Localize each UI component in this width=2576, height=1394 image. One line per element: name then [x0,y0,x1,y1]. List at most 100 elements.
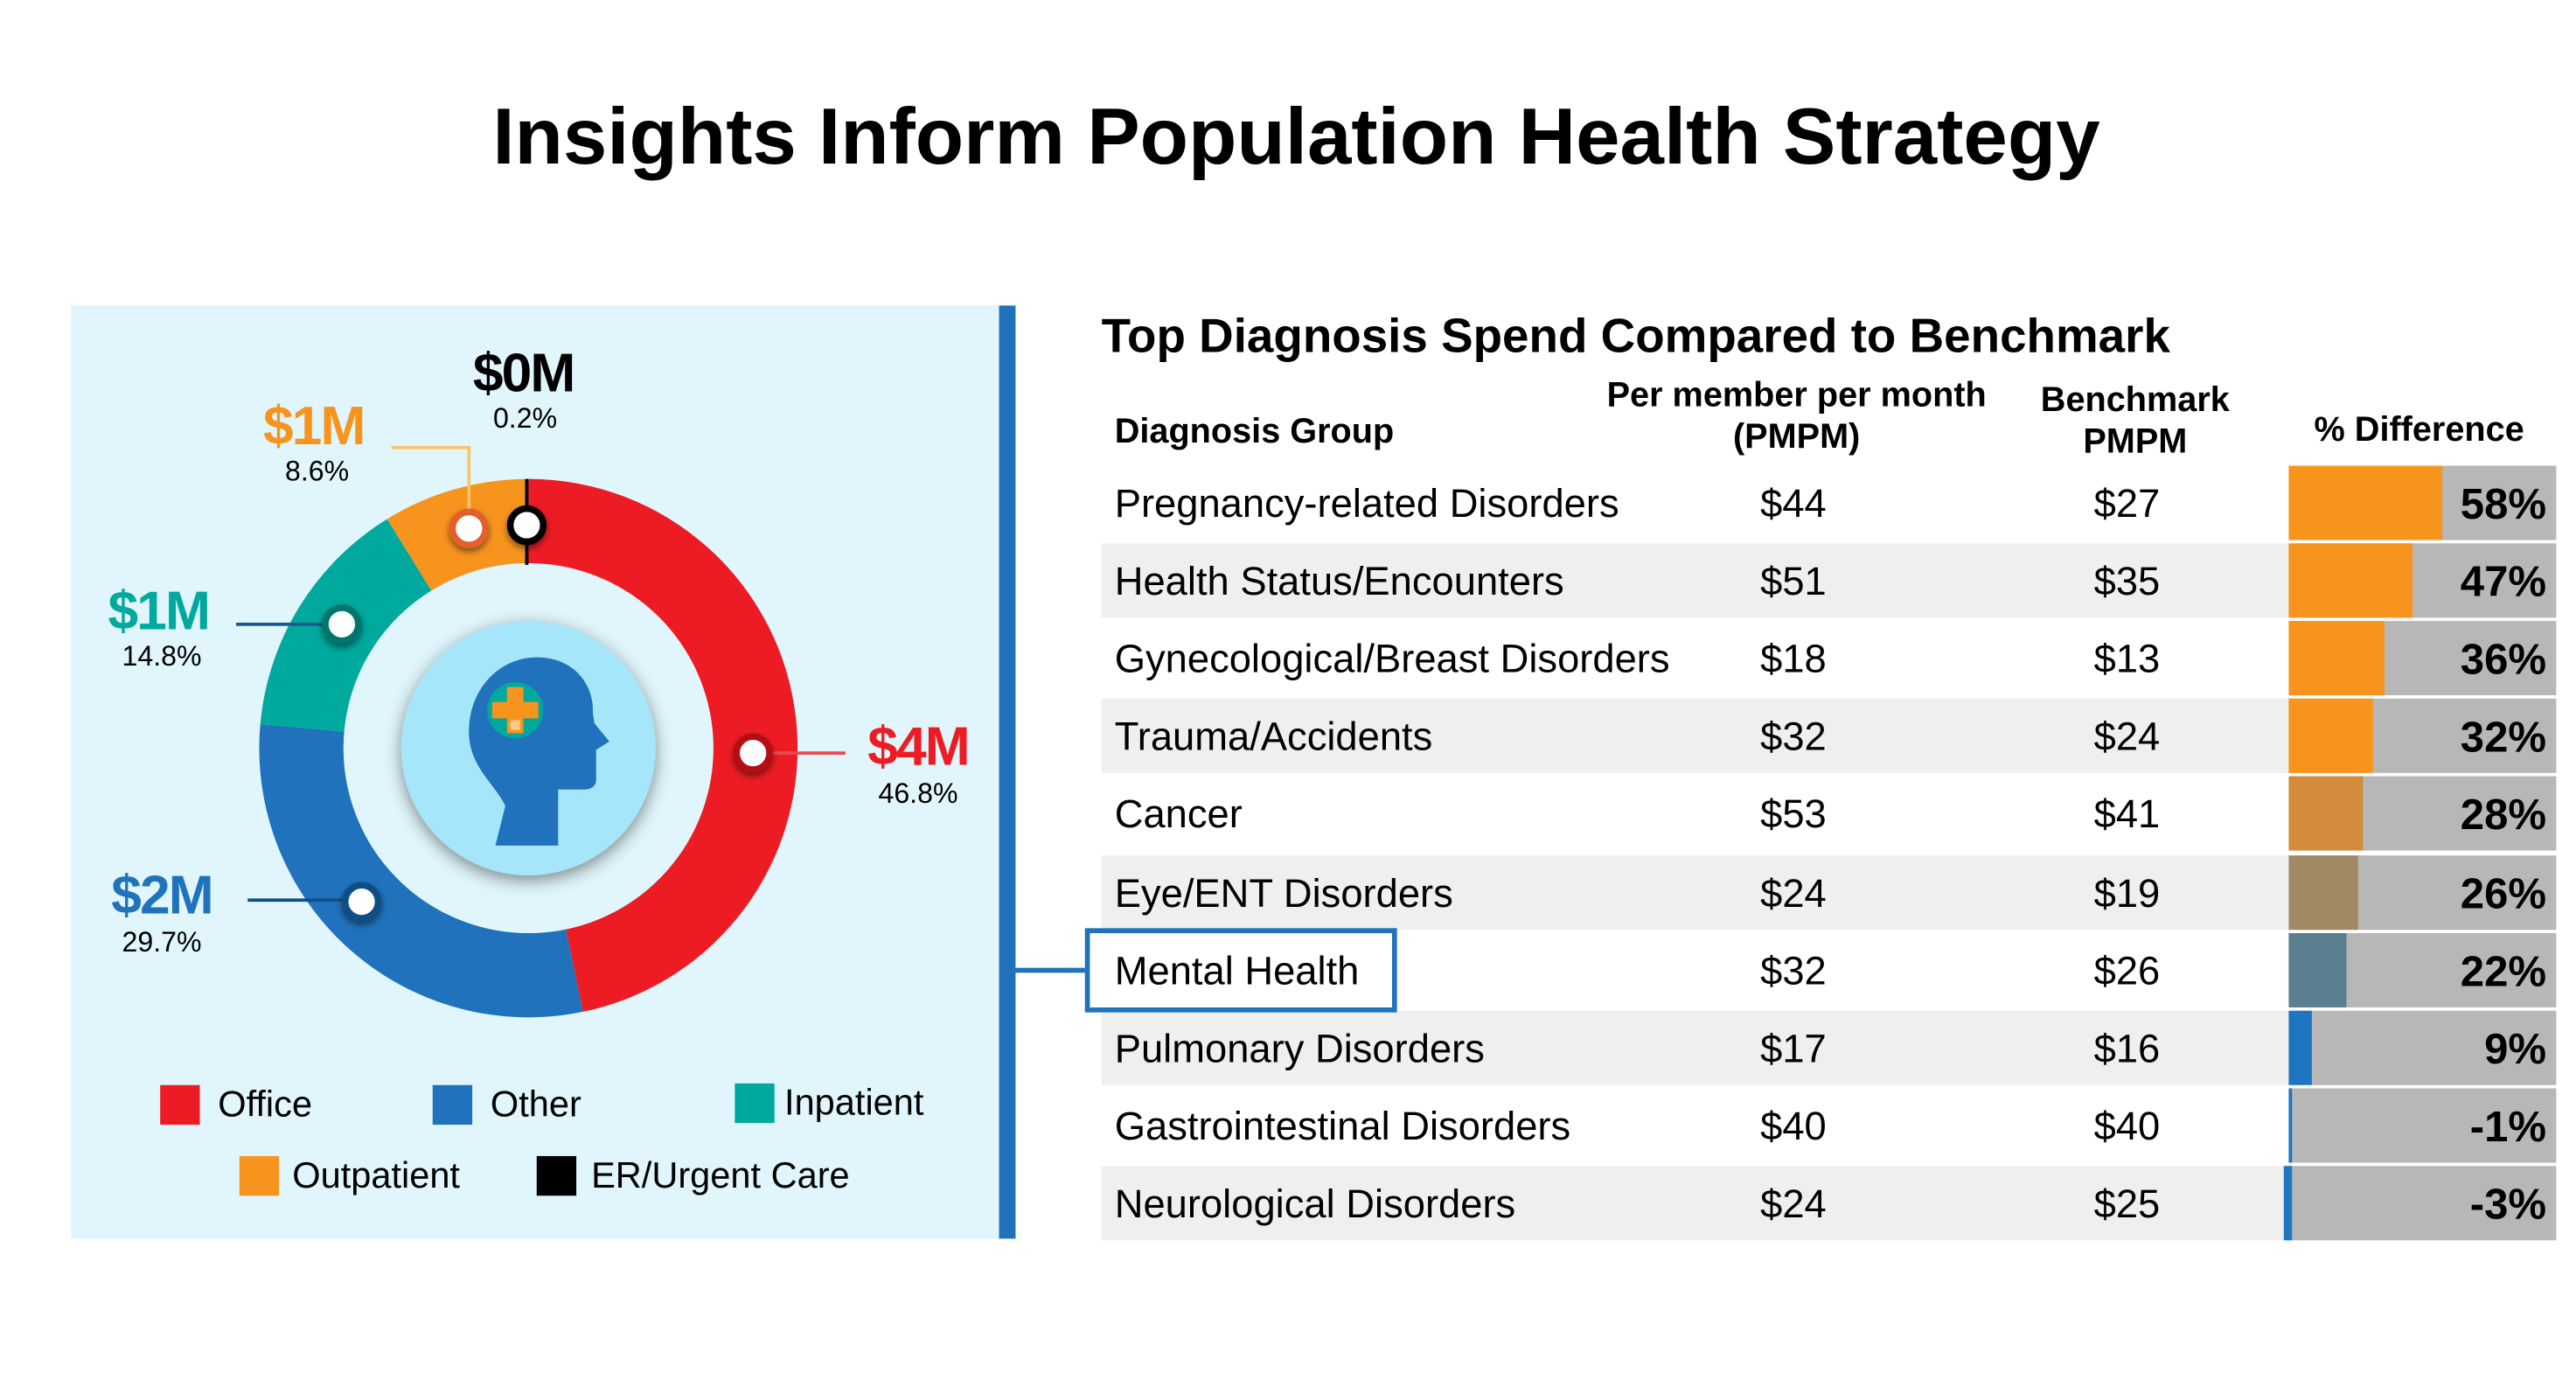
legend-label: Inpatient [784,1081,924,1124]
pmpm-cell: $18 [1760,638,1827,683]
difference-label: 9% [2484,1023,2547,1073]
benchmark-cell: $40 [2093,1105,2161,1150]
header-percent-difference: % Difference [2314,411,2524,450]
legend-other: Other [432,1083,581,1126]
difference-bar-fill [2288,932,2347,1007]
difference-bar-fill [2284,1166,2293,1241]
office-swatch [160,1084,200,1126]
table-row: Neurological Disorders $24 $25 [1101,1166,2289,1241]
table-row: Gastrointestinal Disorders $40 $40 [1101,1088,2289,1163]
pmpm-cell: $44 [1760,482,1827,527]
difference-label: 58% [2460,478,2547,529]
head-with-medical-cross-icon [469,657,609,846]
diagnosis-group-cell: Cancer [1114,793,1243,839]
diagnosis-group-cell: Pulmonary Disorders [1114,1027,1485,1072]
pmpm-cell: $32 [1760,715,1827,761]
inpatient-amount: $1M [108,579,210,641]
other-percent: 29.7% [122,926,202,958]
pmpm-cell: $32 [1760,949,1827,994]
pmpm-cell: $53 [1760,793,1827,839]
er-marker [506,505,547,546]
difference-bar-fill [2288,621,2385,696]
header-benchmark-line2: PMPM [2083,422,2188,461]
inpatient-marker [322,604,362,645]
benchmark-cell: $24 [2093,715,2161,761]
difference-bar: -3% [2284,1166,2557,1241]
diagnosis-group-cell: Pregnancy-related Disorders [1114,482,1619,527]
legend-er-urgent-care: ER/Urgent Care [536,1154,850,1197]
legend-label: ER/Urgent Care [591,1154,850,1196]
difference-bar: 47% [2288,543,2557,618]
slice-markers [322,505,773,922]
table-row: Trauma/Accidents $32 $24 [1101,699,2289,774]
table-row: Mental Health $32 $26 [1101,932,2289,1007]
diagnosis-group-cell: Mental Health [1114,949,1360,994]
benchmark-cell: $26 [2093,949,2161,994]
other-marker [341,882,382,922]
legend-label: Other [490,1083,581,1126]
outpatient-swatch [239,1155,280,1196]
donut-slice-office [528,478,798,1012]
diagnosis-group-cell: Neurological Disorders [1114,1181,1516,1227]
legend-inpatient: Inpatient [735,1082,923,1125]
pmpm-cell: $17 [1760,1027,1827,1072]
difference-label: 28% [2460,790,2547,840]
table-row: Eye/ENT Disorders $24 $19 [1101,854,2289,930]
difference-label: 36% [2460,634,2547,685]
table-row: Pregnancy-related Disorders $44 $27 [1101,465,2289,540]
table-row: Cancer $53 $41 [1101,777,2289,852]
pmpm-cell: $24 [1760,1181,1827,1227]
er-swatch [536,1155,577,1196]
difference-bar: 58% [2288,465,2557,540]
difference-label: 47% [2460,556,2547,607]
difference-bar-fill [2288,699,2374,774]
office-percent: 46.8% [878,777,958,810]
difference-label: -3% [2469,1179,2547,1229]
header-pmpm-line2: (PMPM) [1732,417,1861,457]
inpatient-percent: 14.8% [122,640,202,673]
difference-bar-fill [2288,1010,2313,1085]
diagnosis-group-cell: Eye/ENT Disorders [1114,871,1453,917]
difference-bar-fill [2288,1088,2293,1163]
other-amount: $2M [111,863,213,925]
difference-label: 26% [2460,868,2547,918]
office-amount: $4M [867,714,970,777]
difference-bar: 28% [2288,777,2557,852]
difference-bar-fill [2288,465,2442,540]
table-row: Gynecological/Breast Disorders $18 $13 [1101,621,2289,696]
legend-office: Office [160,1084,312,1126]
legend-label: Outpatient [292,1154,460,1196]
outpatient-percent: 8.6% [285,456,350,488]
difference-bar: 22% [2288,932,2557,1007]
mental-health-highlight-box [1084,928,1397,1013]
difference-bar-fill [2288,543,2413,618]
difference-bar: 36% [2288,621,2557,696]
benchmark-cell: $41 [2093,793,2161,839]
pmpm-cell: $40 [1760,1105,1827,1150]
benchmark-cell: $25 [2093,1181,2161,1227]
header-pmpm-line1: Per member per month [1606,376,1987,415]
table-row: Health Status/Encounters $51 $35 [1101,543,2289,618]
benchmark-cell: $16 [2093,1027,2161,1072]
legend-label: Office [218,1083,313,1126]
other-swatch [432,1084,473,1126]
leader-lines [236,445,846,903]
office-marker [733,733,773,773]
benchmark-cell: $27 [2093,482,2161,527]
benchmark-cell: $13 [2093,638,2161,683]
difference-bar: -1% [2288,1088,2557,1163]
pmpm-cell: $51 [1760,560,1827,605]
difference-label: 32% [2460,712,2547,763]
difference-label: -1% [2469,1101,2547,1151]
donut-slice-other [259,723,583,1018]
diagnosis-group-cell: Trauma/Accidents [1114,715,1433,761]
page-title: Insights Inform Population Health Strate… [492,94,2100,182]
header-pmpm: Per member per month (PMPM) [1569,375,2024,457]
er-percent: 0.2% [492,402,558,435]
table-title: Top Diagnosis Spend Compared to Benchmar… [1101,310,2170,364]
difference-bar: 32% [2288,699,2557,774]
diagnosis-group-cell: Gynecological/Breast Disorders [1114,638,1670,683]
panel-divider [999,305,1016,1239]
difference-label: 22% [2460,945,2547,995]
